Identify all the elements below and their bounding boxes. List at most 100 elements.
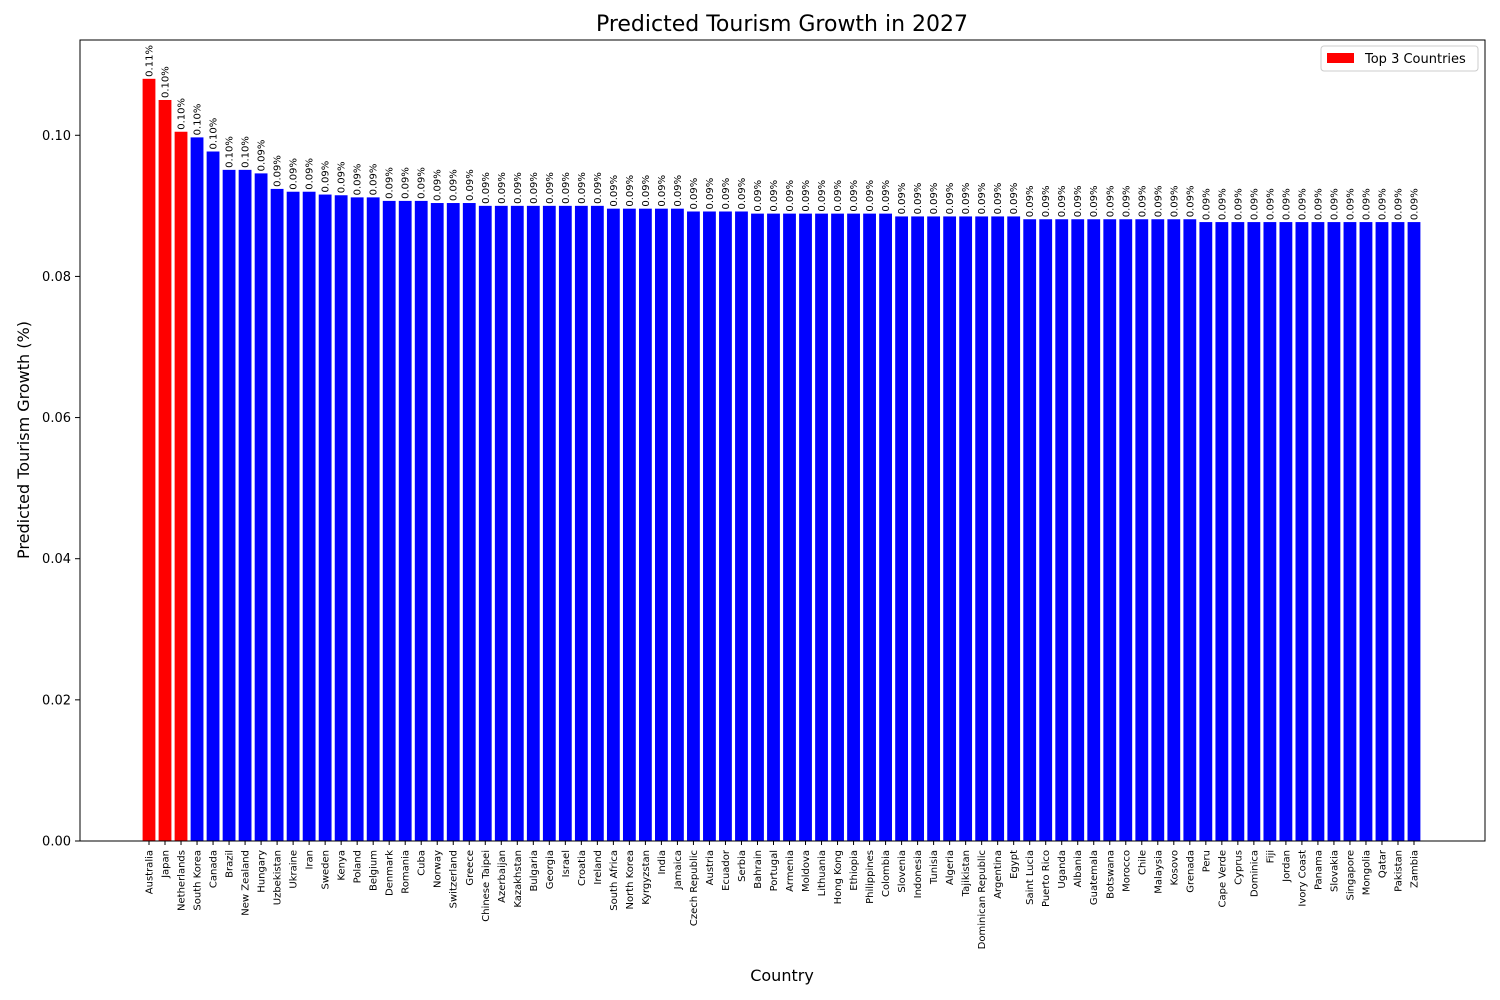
bar-value-label: 0.10% xyxy=(241,136,252,168)
bar-cuba xyxy=(414,200,428,841)
bar-portugal xyxy=(767,213,780,841)
bar-north-korea xyxy=(622,208,636,842)
bar-georgia xyxy=(542,205,556,841)
x-tick-label: Cuba xyxy=(417,850,428,876)
x-tick-label: Hong Kong xyxy=(833,850,844,904)
bar-uganda xyxy=(1055,219,1069,841)
x-tick-label: Uzbekistan xyxy=(273,850,284,905)
x-tick-label: Tunisia xyxy=(929,850,940,885)
x-tick-label: Austria xyxy=(705,850,716,885)
bar-iran xyxy=(302,191,316,842)
x-tick-label: Mongolia xyxy=(1361,850,1372,895)
bar-value-label: 0.09% xyxy=(465,169,476,201)
x-tick-label: Greece xyxy=(465,850,476,886)
x-tick-label: New Zealand xyxy=(241,850,252,916)
bar-czech-republic xyxy=(687,211,700,841)
x-tick-label: Czech Republic xyxy=(689,850,700,926)
x-tick-label: Qatar xyxy=(1377,849,1388,878)
bar-india xyxy=(655,208,668,842)
x-tick-label: India xyxy=(657,850,668,875)
x-tick-label: Chile xyxy=(1137,850,1148,875)
x-tick-label: Grenada xyxy=(1185,850,1196,893)
x-tick-label: Israel xyxy=(561,850,572,877)
x-tick-label: Hungary xyxy=(257,850,268,893)
bar-value-label: 0.09% xyxy=(1185,185,1196,217)
bar-armenia xyxy=(783,213,796,841)
x-tick-label: Kenya xyxy=(337,850,348,881)
bar-poland xyxy=(350,197,364,842)
bar-value-label: 0.09% xyxy=(817,180,828,212)
x-tick-label: South Africa xyxy=(609,850,620,911)
bar-mongolia xyxy=(1359,222,1373,842)
bar-azerbaijan xyxy=(494,205,508,841)
bar-value-label: 0.09% xyxy=(929,183,940,215)
bar-value-label: 0.09% xyxy=(801,180,812,212)
bar-value-label: 0.10% xyxy=(209,118,220,150)
x-tick-label: Guatemala xyxy=(1089,850,1100,905)
bar-hong-kong xyxy=(831,213,844,841)
bar-australia xyxy=(142,78,156,841)
y-tick-label: 0.08 xyxy=(42,270,71,285)
bar-value-label: 0.09% xyxy=(577,172,588,204)
x-tick-label: Ivory Coast xyxy=(1297,850,1308,907)
x-tick-label: Malaysia xyxy=(1153,850,1164,894)
x-tick-label: Dominica xyxy=(1249,850,1260,897)
bar-bulgaria xyxy=(526,205,540,841)
bar-value-label: 0.09% xyxy=(961,183,972,215)
bar-guatemala xyxy=(1087,219,1101,841)
x-tick-label: Albania xyxy=(1073,850,1084,887)
bar-canada xyxy=(206,151,220,841)
x-tick-label: Kyrgyzstan xyxy=(641,850,652,905)
bar-value-label: 0.10% xyxy=(225,136,236,168)
bar-netherlands xyxy=(174,131,188,841)
bar-value-label: 0.09% xyxy=(353,164,364,196)
bar-value-label: 0.09% xyxy=(753,180,764,212)
y-tick-label: 0.04 xyxy=(42,552,71,567)
x-tick-label: North Korea xyxy=(625,850,636,910)
bar-value-label: 0.09% xyxy=(993,183,1004,215)
bar-chile xyxy=(1135,219,1149,841)
x-tick-label: Indonesia xyxy=(913,850,924,898)
bar-tajikistan xyxy=(959,216,973,842)
bar-value-label: 0.09% xyxy=(849,180,860,212)
bar-value-label: 0.11% xyxy=(145,45,156,77)
bar-hungary xyxy=(254,173,268,841)
legend: Top 3 Countries xyxy=(1320,45,1479,72)
x-tick-label: Sweden xyxy=(321,850,332,890)
bar-switzerland xyxy=(446,203,460,842)
x-tick-label: Singapore xyxy=(1345,850,1356,900)
bar-value-label: 0.09% xyxy=(913,183,924,215)
x-tick-label: Cape Verde xyxy=(1217,850,1228,907)
bar-bahrain xyxy=(751,213,764,841)
bar-value-label: 0.09% xyxy=(1361,188,1372,220)
x-tick-label: Argentina xyxy=(993,850,1004,899)
bar-value-label: 0.09% xyxy=(593,172,604,204)
x-tick-label: Brazil xyxy=(225,850,236,878)
bar-value-label: 0.09% xyxy=(433,169,444,201)
x-tick-label: Panama xyxy=(1313,850,1324,890)
bar-value-label: 0.09% xyxy=(1025,185,1036,217)
x-tick-label: Georgia xyxy=(545,850,556,889)
bar-value-label: 0.09% xyxy=(321,161,332,193)
bar-value-label: 0.09% xyxy=(705,178,716,210)
bar-value-label: 0.09% xyxy=(545,172,556,204)
x-tick-label: Lithuania xyxy=(817,850,828,896)
bar-value-label: 0.09% xyxy=(1249,188,1260,220)
bar-value-label: 0.09% xyxy=(273,155,284,187)
x-tick-label: Jordan xyxy=(1281,850,1292,883)
x-tick-label: Botswana xyxy=(1105,850,1116,899)
bar-value-label: 0.09% xyxy=(1313,188,1324,220)
bar-value-label: 0.09% xyxy=(289,158,300,190)
bar-argentina xyxy=(991,216,1005,842)
bar-value-label: 0.10% xyxy=(161,66,172,98)
bar-slovenia xyxy=(895,216,908,842)
bar-value-label: 0.09% xyxy=(945,183,956,215)
x-tick-label: Croatia xyxy=(577,850,588,886)
bar-value-label: 0.09% xyxy=(1281,188,1292,220)
bar-uzbekistan xyxy=(270,188,284,841)
x-tick-label: Serbia xyxy=(737,850,748,882)
x-tick-label: Poland xyxy=(353,850,364,883)
x-tick-label: Kazakhstan xyxy=(513,850,524,908)
bar-value-label: 0.09% xyxy=(897,183,908,215)
